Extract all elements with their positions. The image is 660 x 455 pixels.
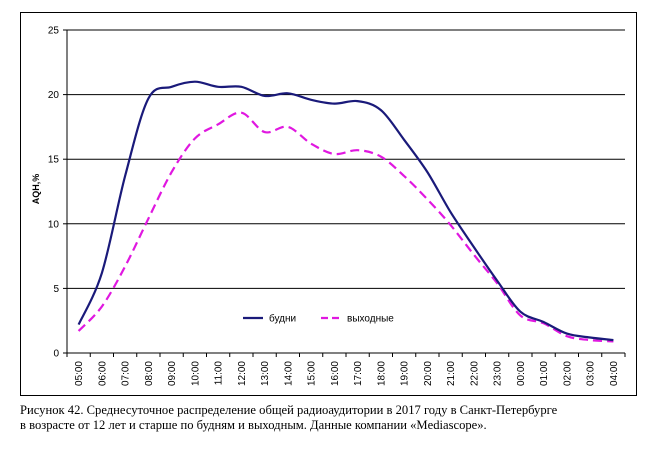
x-tick-label: 11:00: [214, 361, 225, 386]
x-tick-label: 10:00: [190, 361, 201, 386]
y-tick-label: 5: [53, 284, 59, 295]
x-tick-label: 14:00: [283, 361, 294, 386]
x-tick-label: 18:00: [376, 361, 387, 386]
x-tick-label: 04:00: [609, 361, 620, 386]
series-lines: [77, 80, 614, 343]
x-tick-label: 02:00: [562, 361, 573, 386]
x-tick-label: 03:00: [586, 361, 597, 386]
legend-label: будни: [269, 313, 296, 325]
x-tick-label: 20:00: [423, 361, 434, 386]
x-tick-label: 23:00: [493, 361, 504, 386]
y-tick-labels: 0 5 10 15 20 25: [48, 26, 60, 360]
caption-line-2: в возрасте от 12 лет и старше по будням …: [20, 418, 487, 432]
x-tick-label: 21:00: [446, 361, 457, 386]
gridlines: [67, 29, 625, 289]
x-tick-label: 07:00: [121, 361, 132, 386]
x-tick-label: 19:00: [400, 361, 411, 386]
x-tick-label: 22:00: [469, 361, 480, 386]
caption-line-1: Рисунок 42. Среднесуточное распределение…: [20, 403, 558, 417]
y-tick-label: 0: [53, 349, 59, 360]
line-chart: 0 5 10 15 20 25 05:00 06:00 07:00 08:00 09:00 10:0…: [31, 26, 626, 386]
y-tick-label: 25: [48, 26, 60, 37]
y-tick-label: 20: [48, 90, 60, 101]
x-tick-label: 13:00: [260, 361, 271, 386]
legend-label: выходные: [347, 314, 394, 325]
x-tick-label: 00:00: [516, 361, 527, 386]
x-tick-label: 09:00: [167, 361, 178, 386]
x-tick-label: 17:00: [353, 361, 364, 386]
series-line-weekday: [77, 80, 614, 342]
x-tick-label: 08:00: [144, 361, 155, 386]
x-tick-label: 15:00: [307, 361, 318, 386]
y-tick-label: 10: [48, 219, 60, 230]
x-tick-labels: 05:00 06:00 07:00 08:00 09:00 10:00 11:00 12:00…: [74, 361, 620, 386]
x-tick-label: 12:00: [237, 361, 248, 386]
x-tick-label: 05:00: [74, 361, 85, 386]
y-tick-label: 15: [48, 155, 60, 166]
series-line-weekend: [77, 111, 614, 343]
axes: [63, 29, 626, 357]
legend: будни выходные: [243, 313, 394, 325]
x-tick-label: 16:00: [330, 361, 341, 386]
figure-caption: Рисунок 42. Среднесуточное распределение…: [20, 403, 650, 433]
chart-frame: 0 5 10 15 20 25 05:00 06:00 07:00 08:00 09:00 10:0…: [20, 12, 637, 396]
x-tick-label: 06:00: [97, 361, 108, 386]
y-axis-label: AQH,%: [31, 174, 41, 205]
x-tick-label: 01:00: [539, 361, 550, 386]
